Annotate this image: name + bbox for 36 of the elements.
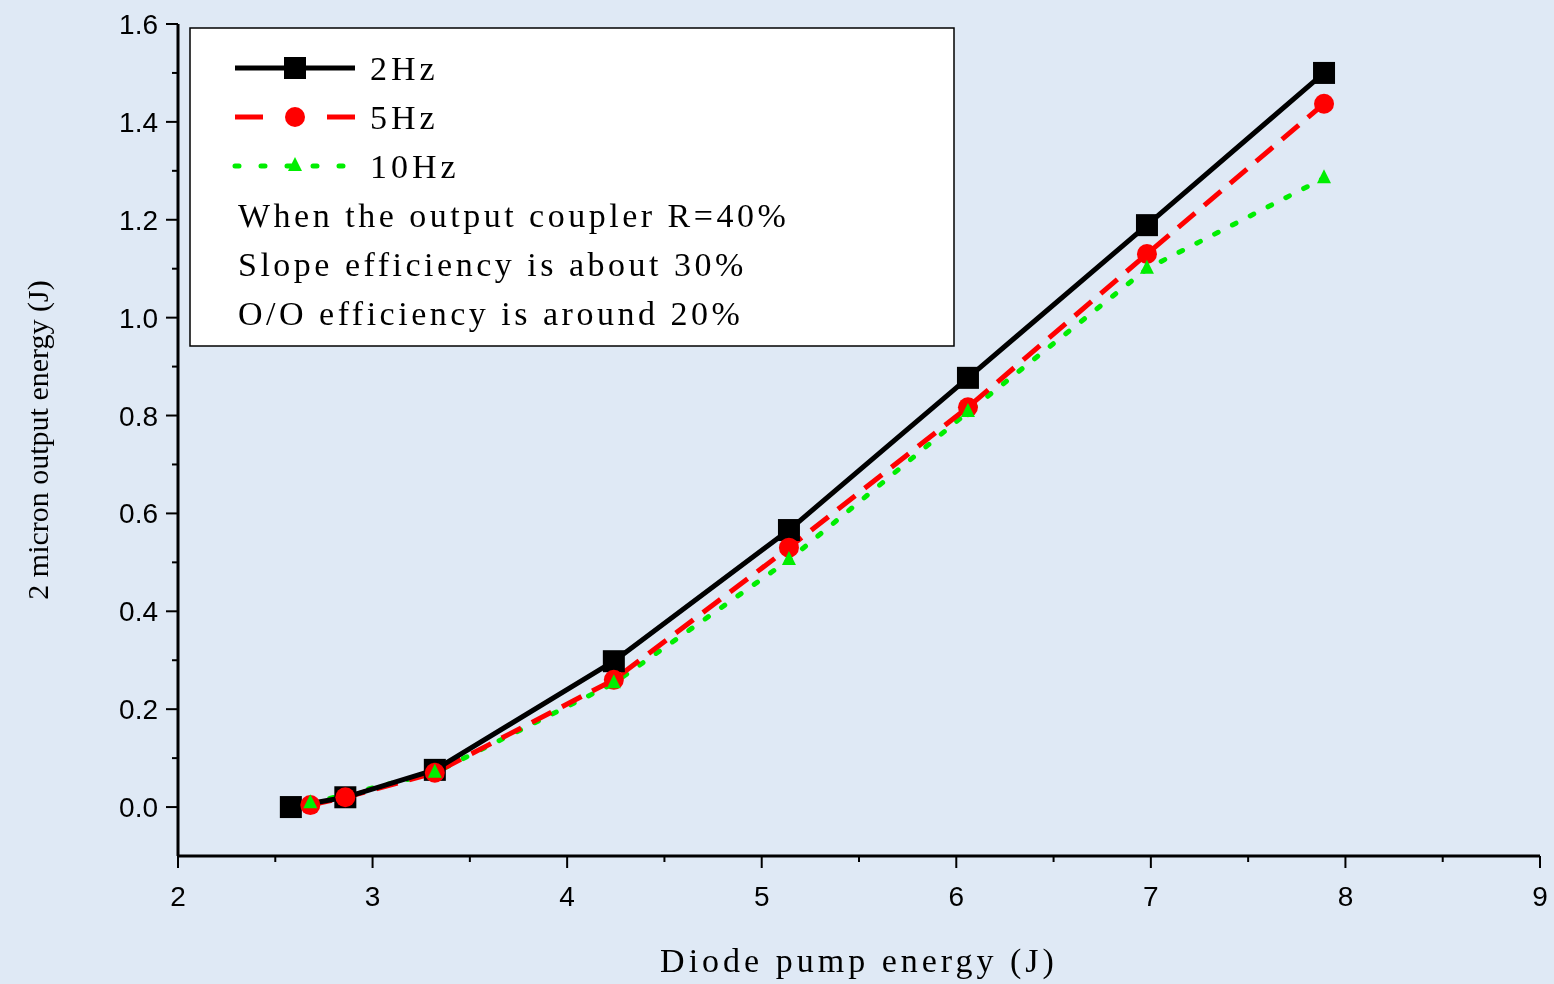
y-tick-label: 0.4 [119,596,158,628]
y-tick-label: 1.0 [119,302,158,334]
x-tick-label: 3 [364,881,381,912]
y-tick-label: 1.6 [119,9,158,40]
y-axis-title: 2 micron output energy (J) [21,280,55,600]
point [279,796,302,819]
point [1313,61,1336,84]
legend-label: 2Hz [370,50,439,87]
x-tick-label: 2 [170,881,186,912]
x-axis-title: Diode pump energy (J) [660,942,1058,980]
x-tick-label: 4 [559,881,575,912]
y-tick-label: 1.2 [119,204,158,236]
point [1317,169,1332,184]
point [956,366,979,389]
x-tick-label: 8 [1337,881,1354,912]
y-tick-label: 0.8 [119,400,158,432]
annotation: Slope efficiency is about 30% [238,246,747,283]
point [778,537,799,558]
annotation: When the output coupler R=40% [238,197,790,234]
point [1136,244,1157,265]
y-tick-label: 0.0 [119,792,158,824]
point [777,519,800,542]
x-tick-label: 9 [1532,881,1548,912]
point [1139,259,1154,274]
annotation: O/O efficiency is around 20% [238,295,744,332]
point [1314,93,1335,114]
y-tick-label: 0.6 [119,498,158,530]
x-tick-label: 5 [753,881,770,912]
y-tick-label: 0.2 [119,694,158,726]
legend-label: 5Hz [370,99,439,136]
y-tick-label: 1.4 [119,106,158,138]
x-tick-label: 6 [948,881,965,912]
legend-label: 10Hz [370,148,460,185]
point [1135,214,1158,237]
x-tick-label: 7 [1143,881,1159,912]
point [602,650,625,673]
